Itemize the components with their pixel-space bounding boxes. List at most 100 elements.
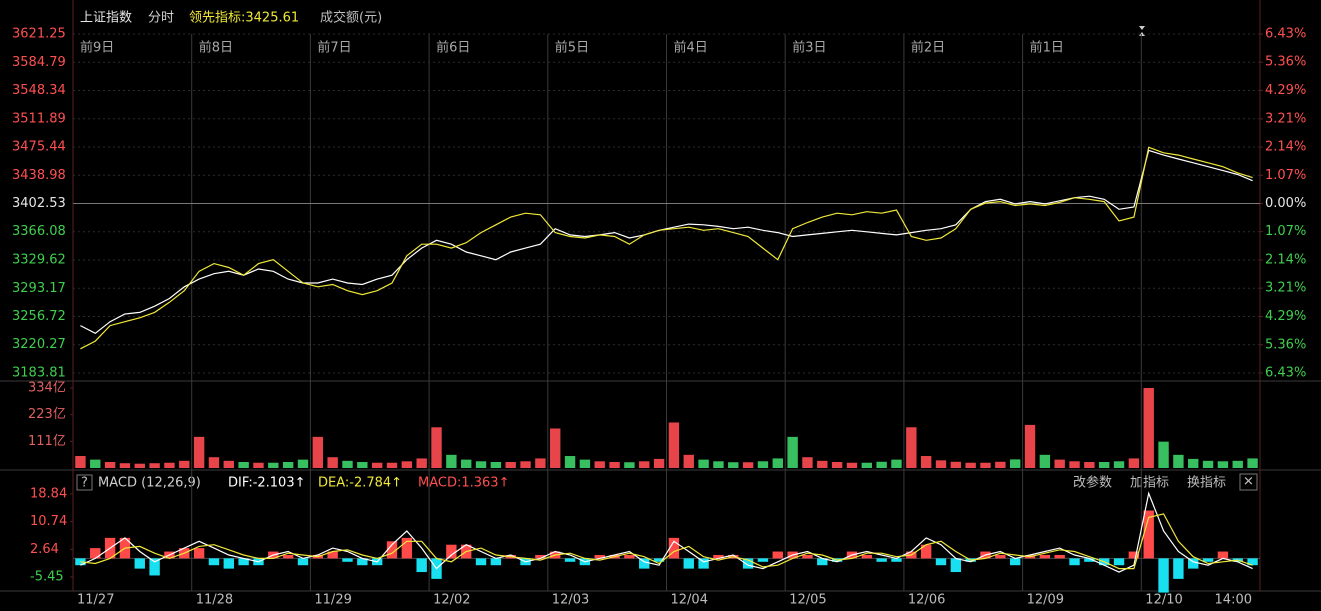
volume-bar <box>342 460 353 468</box>
volume-bar <box>1188 458 1199 468</box>
volume-bar <box>891 459 902 468</box>
volume-bar <box>164 462 175 468</box>
toolbar-button[interactable]: 改参数 <box>1073 475 1112 491</box>
y-tick-label: 3621.25 <box>12 27 66 42</box>
y-tick-label: 3402.53 <box>12 196 66 211</box>
volume-bar <box>579 459 591 468</box>
day-label: 前5日 <box>555 40 589 56</box>
x-tick-label: 12/04 <box>671 593 708 608</box>
macd-bar <box>297 558 309 566</box>
toolbar-button[interactable]: 加指标 <box>1130 476 1169 491</box>
macd-bar <box>802 554 813 559</box>
symbol: 上证指数 <box>80 11 132 26</box>
macd-bar <box>223 558 234 569</box>
macd-bar <box>1202 558 1214 562</box>
dea-value: DEA:-2.784↑ <box>318 476 402 491</box>
volume-bar <box>772 458 783 468</box>
x-tick-label: 12/05 <box>789 593 826 608</box>
volume-bar <box>594 461 605 468</box>
macd-bar <box>1128 551 1140 559</box>
macd-bar <box>757 558 769 562</box>
volume-bar <box>1069 461 1080 468</box>
y-tick-label: 3183.81 <box>12 366 66 381</box>
macd-bar <box>1084 558 1095 562</box>
macd-bar <box>594 554 605 559</box>
macd-bar <box>1039 554 1051 559</box>
volume-bar <box>639 461 650 468</box>
y2-tick-label: 2.14% <box>1265 140 1306 155</box>
y-tick-label: 223亿 <box>28 407 66 422</box>
volume-bar <box>505 462 516 468</box>
macd-bar <box>475 558 487 566</box>
macd-bar <box>386 541 398 559</box>
volume-bar <box>520 461 531 468</box>
volume-bar <box>1247 458 1258 468</box>
macd-bar <box>772 551 783 559</box>
y-tick-label: 2.64 <box>30 542 59 557</box>
volume-bar <box>297 459 309 468</box>
close-icon[interactable]: ✕ <box>1243 475 1254 490</box>
close-button[interactable] <box>1239 473 1258 491</box>
macd-bar <box>282 554 294 559</box>
y2-tick-label: 6.43% <box>1265 366 1306 381</box>
volume-bar <box>817 460 828 468</box>
volume-bar <box>90 459 101 468</box>
x-tick-label: 11/28 <box>196 593 233 608</box>
macd-bar <box>416 558 427 573</box>
volume-bar <box>609 462 620 468</box>
macd-bar <box>134 558 145 569</box>
volume-bar <box>668 422 680 468</box>
y2-tick-label: 3.21% <box>1265 281 1306 296</box>
volume-bar <box>564 456 576 468</box>
volume-bar <box>1099 462 1110 468</box>
volume-bar <box>683 454 694 468</box>
x-tick-label: 11/27 <box>77 593 114 608</box>
volume-bar <box>831 462 843 468</box>
volume-bar <box>742 462 754 468</box>
macd-bar <box>342 558 353 562</box>
volume-bar <box>268 462 279 468</box>
volume-bar <box>1202 460 1214 468</box>
day-label: 前2日 <box>911 40 945 56</box>
volume-bar <box>1128 458 1140 468</box>
volume-bar <box>935 460 947 468</box>
today-marker <box>1139 26 1145 36</box>
macd-bar <box>624 554 635 559</box>
volume-bar <box>386 462 398 468</box>
y2-tick-label: 4.29% <box>1265 309 1306 324</box>
macd-bar <box>683 558 694 569</box>
macd-bar <box>149 558 160 576</box>
y2-tick-label: 4.29% <box>1265 83 1306 98</box>
volume-bar <box>757 461 769 468</box>
help-button[interactable] <box>76 474 93 491</box>
macd-bar <box>876 558 887 562</box>
volume-bar <box>950 461 962 468</box>
indicator: 领先指标:3425.61 <box>189 11 299 26</box>
y2-tick-label: 1.07% <box>1265 168 1306 183</box>
volume-bar <box>1143 388 1154 468</box>
macd-bar <box>193 548 205 559</box>
macd-bar <box>995 554 1006 559</box>
volume-unit: 成交额(元) <box>320 10 382 26</box>
volume-bar <box>1084 462 1095 468</box>
x-tick-label: 12/02 <box>433 593 470 608</box>
volume-bar <box>698 459 709 468</box>
macd-bar <box>817 558 828 566</box>
y-tick-label: -5.45 <box>30 570 64 585</box>
y-tick-label: 3475.44 <box>12 139 66 154</box>
macd-bar <box>490 558 502 566</box>
y2-tick-label: 3.21% <box>1265 111 1306 126</box>
macd-line <box>80 513 1253 570</box>
help-icon[interactable]: ? <box>81 476 88 491</box>
volume-bar <box>550 428 561 468</box>
macd-bar <box>935 558 947 566</box>
macd-bar <box>90 548 101 559</box>
mode: 分时 <box>148 11 174 26</box>
volume-bar <box>1173 454 1184 468</box>
macd-value: MACD:1.363↑ <box>418 476 509 491</box>
macd-bar <box>1247 558 1258 566</box>
toolbar-button[interactable]: 换指标 <box>1187 476 1226 491</box>
macd-bar <box>639 558 650 569</box>
y-tick-label: 3220.27 <box>12 337 66 352</box>
